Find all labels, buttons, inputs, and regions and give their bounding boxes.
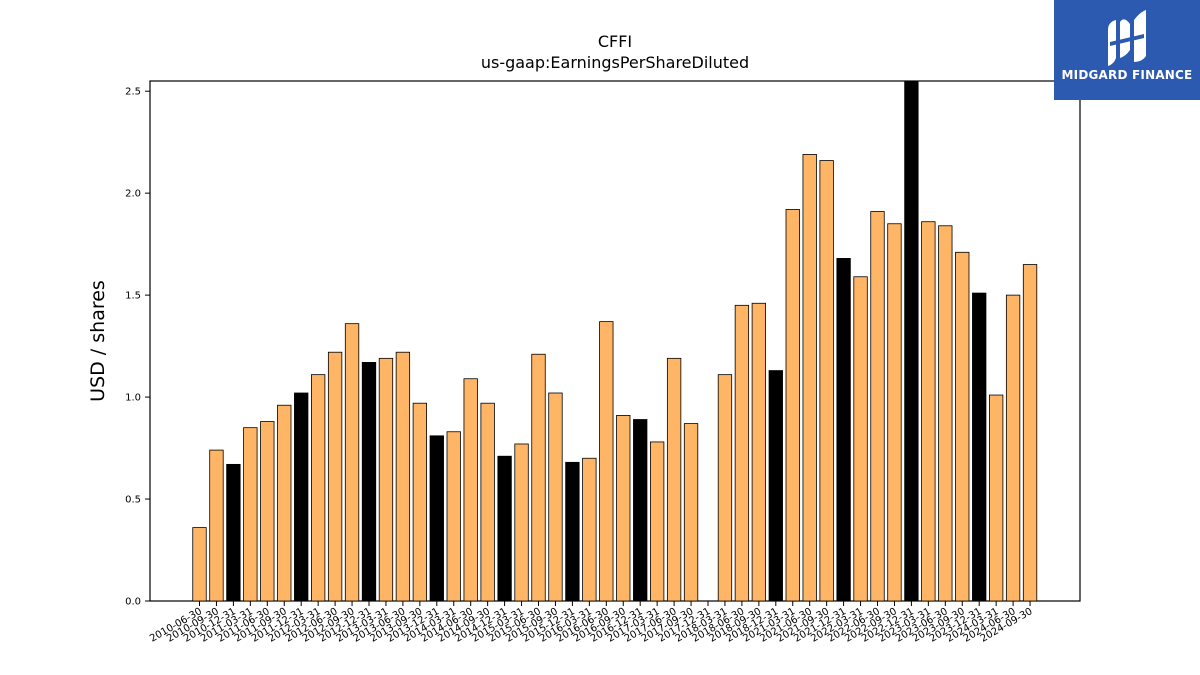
- y-tick-label: 1.5: [125, 291, 141, 302]
- bar-2015-06-30: [531, 353, 546, 602]
- x-axis: 2010-06-302010-09-302010-12-312011-03-31…: [148, 601, 1035, 645]
- y-tick-label: 2.5: [125, 87, 141, 98]
- bar-2013-03-31: [378, 357, 394, 602]
- bar-2014-12-31: [497, 455, 512, 602]
- bar-2018-03-31: [717, 374, 733, 602]
- bar-2012-12-31: [361, 362, 377, 602]
- plot-area-frame: [149, 80, 1081, 602]
- bar-2010-12-31: [226, 463, 241, 602]
- bar-2022-09-30: [887, 223, 902, 602]
- bar-2011-03-31: [243, 427, 258, 602]
- bar-2016-12-31: [633, 419, 648, 602]
- bar-2013-09-30: [412, 402, 428, 602]
- bar-2011-12-31: [294, 392, 309, 602]
- bar-2012-06-30: [327, 351, 343, 602]
- brand-name: MIDGARD FINANCE: [1061, 68, 1193, 82]
- bar-2024-09-30: [1022, 264, 1038, 602]
- y-axis-label: USD / shares: [87, 280, 109, 402]
- bar-2014-06-30: [463, 378, 478, 602]
- bar-2021-03-31: [785, 209, 800, 602]
- bar-2015-12-31: [565, 461, 580, 602]
- bar-2022-03-31: [853, 276, 868, 602]
- bar-2012-03-31: [310, 374, 326, 602]
- bar-2011-06-30: [260, 421, 275, 602]
- bar-2010-09-30: [209, 449, 224, 602]
- bar-2017-03-31: [650, 441, 665, 602]
- brand-logo: MIDGARD FINANCE: [1054, 0, 1200, 100]
- bar-2015-09-30: [548, 392, 563, 602]
- y-tick-label: 2.0: [125, 189, 141, 200]
- chart-subtitle: us-gaap:EarningsPerShareDiluted: [480, 53, 750, 72]
- midgard-logo-icon: [1108, 10, 1146, 66]
- bar-2023-03-31: [921, 221, 936, 602]
- bar-2021-06-30: [802, 154, 817, 602]
- bar-2012-09-30: [344, 323, 360, 602]
- bar-2014-03-31: [446, 431, 461, 602]
- bar-2021-12-31: [836, 258, 851, 602]
- bar-2023-09-30: [955, 251, 970, 602]
- bar-2023-12-31: [972, 292, 987, 602]
- bar-2016-03-31: [582, 457, 597, 602]
- bar-2017-09-30: [683, 423, 699, 602]
- bar-2017-06-30: [666, 357, 682, 602]
- bar-2024-06-30: [1005, 294, 1021, 602]
- bar-2022-12-31: [904, 80, 919, 602]
- bar-2021-09-30: [819, 160, 834, 602]
- bar-2016-06-30: [599, 321, 614, 602]
- bar-2011-09-30: [277, 404, 292, 602]
- bar-2016-09-30: [616, 415, 631, 602]
- bar-2018-09-30: [751, 302, 766, 602]
- chart-title: CFFI: [597, 32, 633, 51]
- bar-2010-06-30: [192, 527, 207, 602]
- y-axis: 0.0 0.5 1.0 1.5 2.0 2.5: [125, 87, 150, 608]
- bar-2023-06-30: [938, 225, 953, 602]
- y-tick-label: 1.0: [125, 393, 141, 404]
- bar-2022-06-30: [870, 211, 885, 602]
- bar-2015-03-31: [514, 443, 529, 602]
- y-tick-label: 0.5: [125, 495, 141, 506]
- bar-2024-03-31: [989, 394, 1004, 602]
- bar-2014-09-30: [480, 402, 495, 602]
- bar-2018-06-30: [734, 304, 750, 602]
- bar-2013-06-30: [395, 351, 411, 602]
- y-tick-label: 0.0: [125, 597, 141, 608]
- bar-2013-12-31: [429, 435, 444, 602]
- bar-group: [192, 80, 1038, 602]
- bar-2018-12-31: [768, 370, 783, 602]
